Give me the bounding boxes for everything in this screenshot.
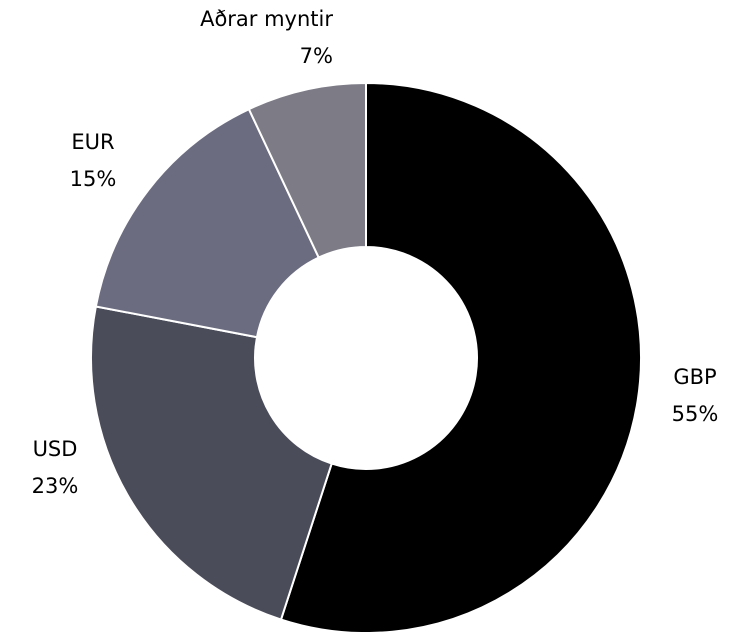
value-label: 23% <box>32 474 79 498</box>
category-label: EUR <box>71 130 114 154</box>
donut-slice <box>90 305 333 621</box>
category-label: Aðrar myntir <box>200 7 333 31</box>
donut-slice <box>247 81 367 259</box>
value-label: 15% <box>70 167 117 191</box>
donut-slice <box>94 107 321 339</box>
value-label: 55% <box>672 402 719 426</box>
donut-slice <box>279 81 642 632</box>
category-label: GBP <box>673 365 716 389</box>
category-label: USD <box>33 437 78 461</box>
value-label: 7% <box>300 44 333 68</box>
